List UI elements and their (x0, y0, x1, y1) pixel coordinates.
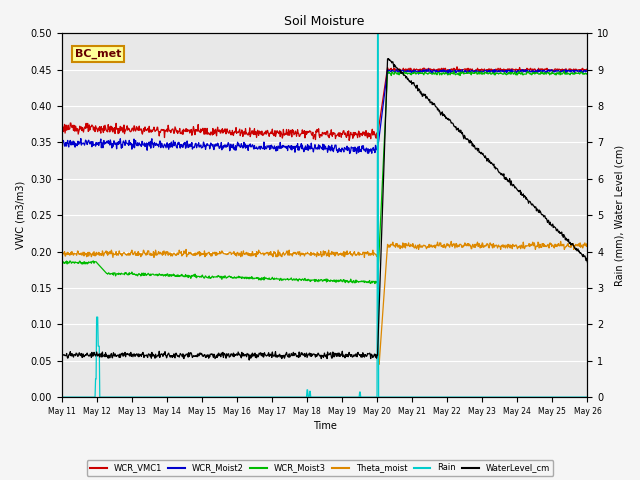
WCR_Moist3 (374, 281, 381, 287)
Theta_moist (289, 251, 297, 257)
WCR_Moist2 (419, 68, 427, 74)
WaterLevel_cm (112, 353, 120, 359)
WCR_Moist3 (469, 71, 477, 76)
WaterLevel_cm (290, 353, 298, 359)
Title: Soil Moisture: Soil Moisture (285, 15, 365, 28)
Theta_moist (584, 241, 591, 247)
Theta_moist (271, 250, 278, 256)
WCR_VMC1 (346, 137, 353, 143)
Rain (478, 394, 486, 400)
WaterLevel_cm (271, 351, 279, 357)
Line: WCR_Moist2: WCR_Moist2 (62, 69, 588, 154)
WaterLevel_cm (584, 260, 591, 265)
WCR_Moist3 (450, 68, 458, 74)
Theta_moist (447, 239, 455, 244)
WCR_Moist3 (289, 276, 297, 282)
WCR_VMC1 (58, 127, 66, 133)
WCR_Moist2 (479, 68, 486, 74)
WCR_VMC1 (289, 128, 297, 133)
WCR_Moist2 (425, 66, 433, 72)
WCR_Moist2 (271, 143, 278, 149)
WaterLevel_cm (420, 91, 428, 97)
WCR_VMC1 (469, 68, 477, 73)
WCR_VMC1 (271, 130, 278, 136)
Rain (468, 394, 476, 400)
WaterLevel_cm (385, 56, 392, 61)
X-axis label: Time: Time (313, 421, 337, 432)
Line: Theta_moist: Theta_moist (62, 241, 588, 364)
WaterLevel_cm (479, 151, 486, 157)
WCR_VMC1 (112, 125, 120, 131)
Theta_moist (479, 240, 486, 246)
Rain (112, 394, 120, 400)
WCR_VMC1 (453, 64, 461, 70)
WCR_Moist3 (479, 71, 486, 77)
WCR_VMC1 (479, 67, 486, 72)
Line: WCR_VMC1: WCR_VMC1 (62, 67, 588, 140)
Theta_moist (112, 251, 120, 257)
Rain (289, 394, 297, 400)
WaterLevel_cm (245, 357, 253, 363)
Theta_moist (375, 361, 383, 367)
WCR_Moist2 (469, 68, 477, 74)
WCR_Moist2 (289, 144, 297, 150)
Y-axis label: Rain (mm), Water Level (cm): Rain (mm), Water Level (cm) (615, 144, 625, 286)
WCR_Moist3 (58, 260, 66, 265)
Rain (419, 394, 427, 400)
Rain (374, 30, 381, 36)
Legend: WCR_VMC1, WCR_Moist2, WCR_Moist3, Theta_moist, Rain, WaterLevel_cm: WCR_VMC1, WCR_Moist2, WCR_Moist3, Theta_… (86, 460, 554, 476)
Line: WaterLevel_cm: WaterLevel_cm (62, 59, 588, 360)
WaterLevel_cm (58, 352, 66, 358)
Theta_moist (419, 243, 427, 249)
WCR_Moist2 (353, 151, 360, 156)
WCR_Moist2 (112, 140, 120, 146)
WCR_VMC1 (584, 66, 591, 72)
Line: Rain: Rain (62, 33, 588, 397)
WCR_Moist3 (419, 71, 427, 77)
WCR_Moist2 (58, 140, 66, 146)
WCR_Moist3 (271, 275, 278, 281)
WCR_Moist2 (584, 68, 591, 74)
WaterLevel_cm (469, 141, 477, 147)
Rain (584, 394, 591, 400)
Y-axis label: VWC (m3/m3): VWC (m3/m3) (15, 181, 25, 249)
Rain (271, 394, 278, 400)
Theta_moist (469, 241, 477, 247)
WCR_VMC1 (419, 65, 427, 71)
Theta_moist (58, 250, 66, 256)
Text: BC_met: BC_met (75, 49, 122, 59)
WCR_Moist3 (584, 71, 591, 76)
WCR_Moist3 (112, 273, 120, 279)
Line: WCR_Moist3: WCR_Moist3 (62, 71, 588, 284)
Rain (58, 394, 66, 400)
